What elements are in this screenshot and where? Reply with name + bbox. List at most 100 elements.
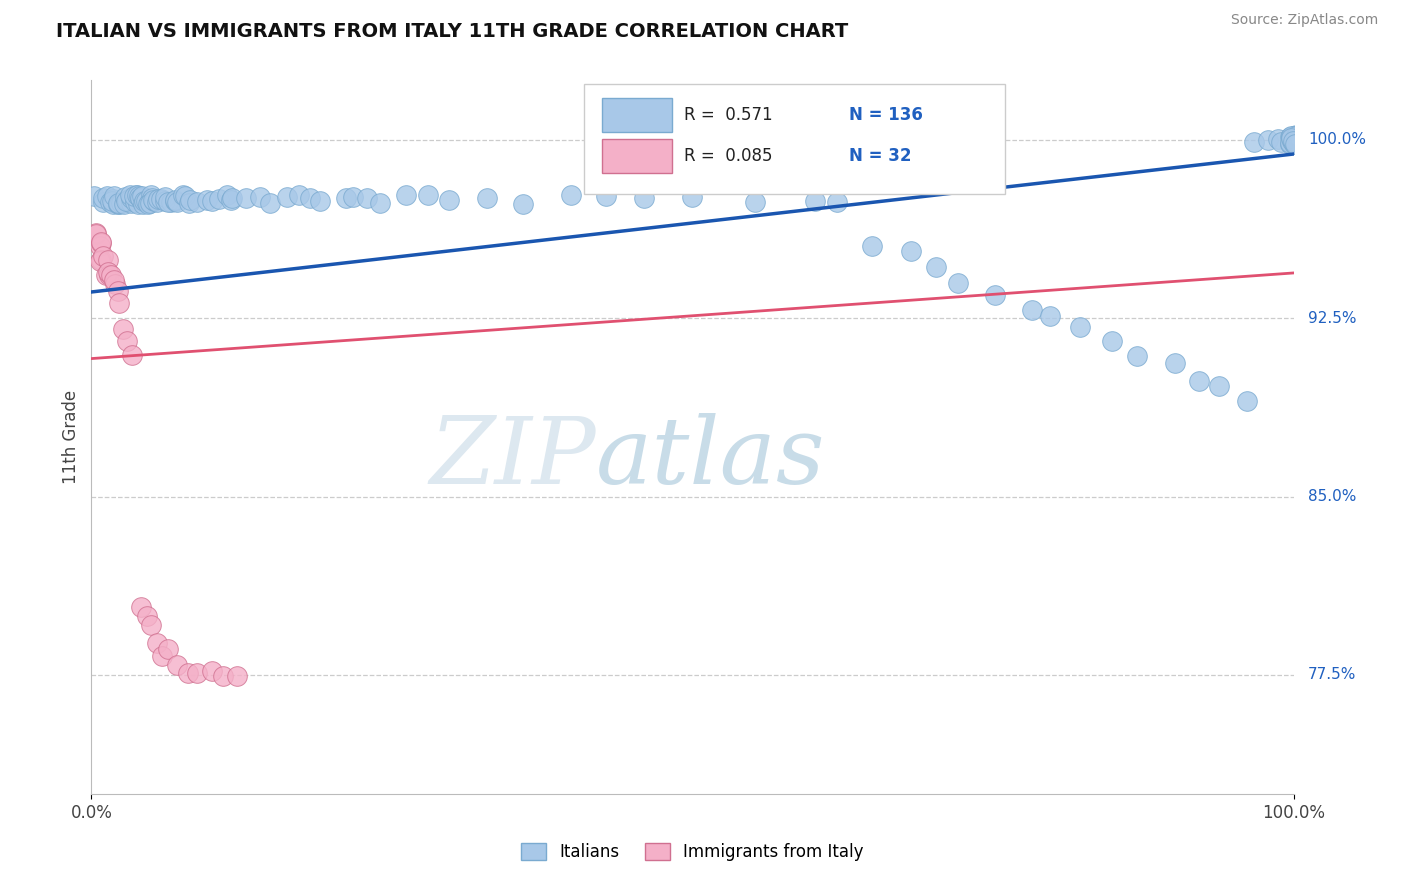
- Point: [139, 618, 162, 632]
- Point: [100, 268, 122, 282]
- Point: [136, 196, 159, 211]
- Point: [1270, 135, 1292, 149]
- FancyBboxPatch shape: [602, 139, 672, 173]
- Point: [219, 194, 242, 208]
- Text: N = 32: N = 32: [849, 147, 911, 165]
- Point: [1284, 136, 1306, 151]
- Point: [120, 187, 142, 202]
- Point: [121, 348, 143, 362]
- Point: [1208, 379, 1230, 393]
- Point: [93, 249, 115, 263]
- Point: [1284, 134, 1306, 148]
- Y-axis label: 11th Grade: 11th Grade: [62, 390, 80, 484]
- Point: [146, 195, 169, 210]
- Point: [1284, 129, 1306, 144]
- Point: [924, 260, 946, 274]
- Point: [179, 194, 201, 208]
- Point: [139, 188, 162, 202]
- Point: [1285, 135, 1308, 149]
- Point: [512, 196, 534, 211]
- Point: [276, 190, 298, 204]
- Point: [98, 268, 121, 282]
- Point: [1281, 135, 1303, 149]
- Point: [90, 235, 112, 250]
- Point: [129, 193, 152, 207]
- Point: [1285, 130, 1308, 145]
- Point: [131, 188, 153, 202]
- Point: [368, 195, 391, 210]
- Point: [900, 244, 922, 258]
- Point: [1069, 320, 1091, 334]
- Point: [110, 196, 132, 211]
- Point: [89, 239, 111, 253]
- Point: [1285, 128, 1308, 143]
- Point: [103, 189, 125, 203]
- Point: [825, 194, 848, 209]
- Point: [1188, 374, 1211, 388]
- Text: R =  0.571: R = 0.571: [685, 106, 773, 124]
- Point: [112, 196, 135, 211]
- Point: [132, 196, 155, 211]
- Point: [356, 191, 378, 205]
- Point: [1285, 136, 1308, 151]
- FancyBboxPatch shape: [602, 98, 672, 132]
- Point: [138, 195, 160, 210]
- Point: [124, 189, 146, 203]
- Point: [101, 196, 124, 211]
- Text: ZIP: ZIP: [430, 414, 596, 503]
- Text: N = 136: N = 136: [849, 106, 922, 124]
- Text: Source: ZipAtlas.com: Source: ZipAtlas.com: [1230, 13, 1378, 28]
- Point: [1284, 134, 1306, 148]
- Point: [1285, 134, 1308, 148]
- Point: [179, 196, 201, 211]
- Point: [145, 636, 167, 650]
- Point: [128, 191, 150, 205]
- Point: [1284, 129, 1306, 144]
- Text: 100.0%: 100.0%: [1308, 132, 1367, 147]
- Point: [124, 194, 146, 209]
- Point: [226, 669, 249, 683]
- Point: [1039, 310, 1062, 324]
- Point: [177, 666, 200, 681]
- Text: 92.5%: 92.5%: [1308, 310, 1357, 326]
- Point: [134, 194, 156, 209]
- Point: [804, 194, 827, 208]
- Point: [94, 268, 117, 282]
- Point: [1164, 356, 1187, 370]
- Point: [200, 664, 222, 678]
- Point: [108, 197, 131, 211]
- Point: [101, 194, 124, 209]
- Point: [149, 192, 172, 206]
- Point: [115, 194, 138, 208]
- Point: [108, 296, 131, 310]
- Point: [560, 187, 582, 202]
- Point: [166, 194, 188, 209]
- Point: [84, 226, 107, 240]
- Point: [163, 194, 186, 208]
- Point: [155, 190, 177, 204]
- Text: atlas: atlas: [596, 414, 825, 503]
- Point: [862, 239, 884, 253]
- Point: [103, 273, 125, 287]
- Point: [1282, 132, 1305, 146]
- Point: [153, 194, 176, 208]
- Point: [1279, 132, 1302, 146]
- Point: [104, 277, 127, 292]
- Point: [84, 227, 107, 241]
- Point: [114, 190, 136, 204]
- Point: [91, 191, 114, 205]
- Point: [1243, 135, 1265, 149]
- Point: [475, 191, 498, 205]
- Point: [91, 195, 114, 210]
- Point: [201, 194, 224, 209]
- Point: [117, 192, 139, 206]
- Point: [1281, 132, 1303, 146]
- Point: [259, 196, 281, 211]
- Point: [186, 665, 208, 680]
- Point: [107, 284, 129, 298]
- Point: [115, 193, 138, 207]
- Point: [416, 187, 439, 202]
- Point: [172, 188, 194, 202]
- Point: [120, 195, 142, 210]
- Point: [1279, 131, 1302, 145]
